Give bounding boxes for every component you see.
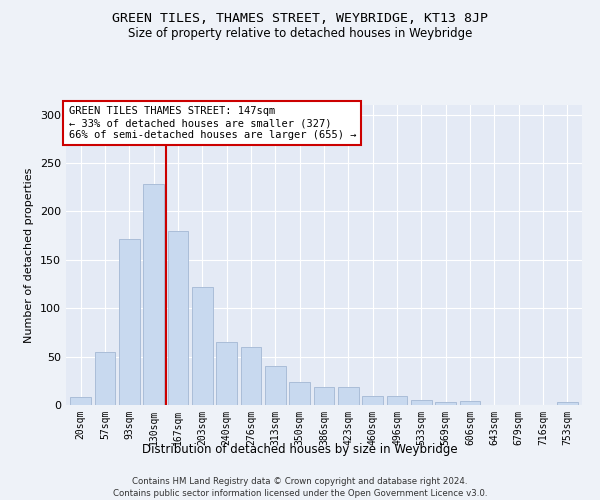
Bar xyxy=(265,366,286,405)
Text: GREEN TILES THAMES STREET: 147sqm
← 33% of detached houses are smaller (327)
66%: GREEN TILES THAMES STREET: 147sqm ← 33% … xyxy=(68,106,356,140)
Bar xyxy=(216,342,237,405)
Bar xyxy=(314,386,334,405)
Bar xyxy=(338,386,359,405)
Bar xyxy=(192,287,212,405)
Bar xyxy=(362,396,383,405)
Bar xyxy=(241,347,262,405)
Bar xyxy=(95,352,115,405)
Bar xyxy=(143,184,164,405)
Y-axis label: Number of detached properties: Number of detached properties xyxy=(25,168,34,342)
Bar xyxy=(70,398,91,405)
Bar xyxy=(557,402,578,405)
Bar xyxy=(411,400,432,405)
Text: Contains HM Land Registry data © Crown copyright and database right 2024.: Contains HM Land Registry data © Crown c… xyxy=(132,478,468,486)
Bar xyxy=(460,401,481,405)
Text: GREEN TILES, THAMES STREET, WEYBRIDGE, KT13 8JP: GREEN TILES, THAMES STREET, WEYBRIDGE, K… xyxy=(112,12,488,26)
Bar xyxy=(436,402,456,405)
Bar xyxy=(119,238,140,405)
Bar xyxy=(289,382,310,405)
Text: Contains public sector information licensed under the Open Government Licence v3: Contains public sector information licen… xyxy=(113,489,487,498)
Bar xyxy=(167,231,188,405)
Bar xyxy=(386,396,407,405)
Text: Distribution of detached houses by size in Weybridge: Distribution of detached houses by size … xyxy=(142,442,458,456)
Text: Size of property relative to detached houses in Weybridge: Size of property relative to detached ho… xyxy=(128,28,472,40)
